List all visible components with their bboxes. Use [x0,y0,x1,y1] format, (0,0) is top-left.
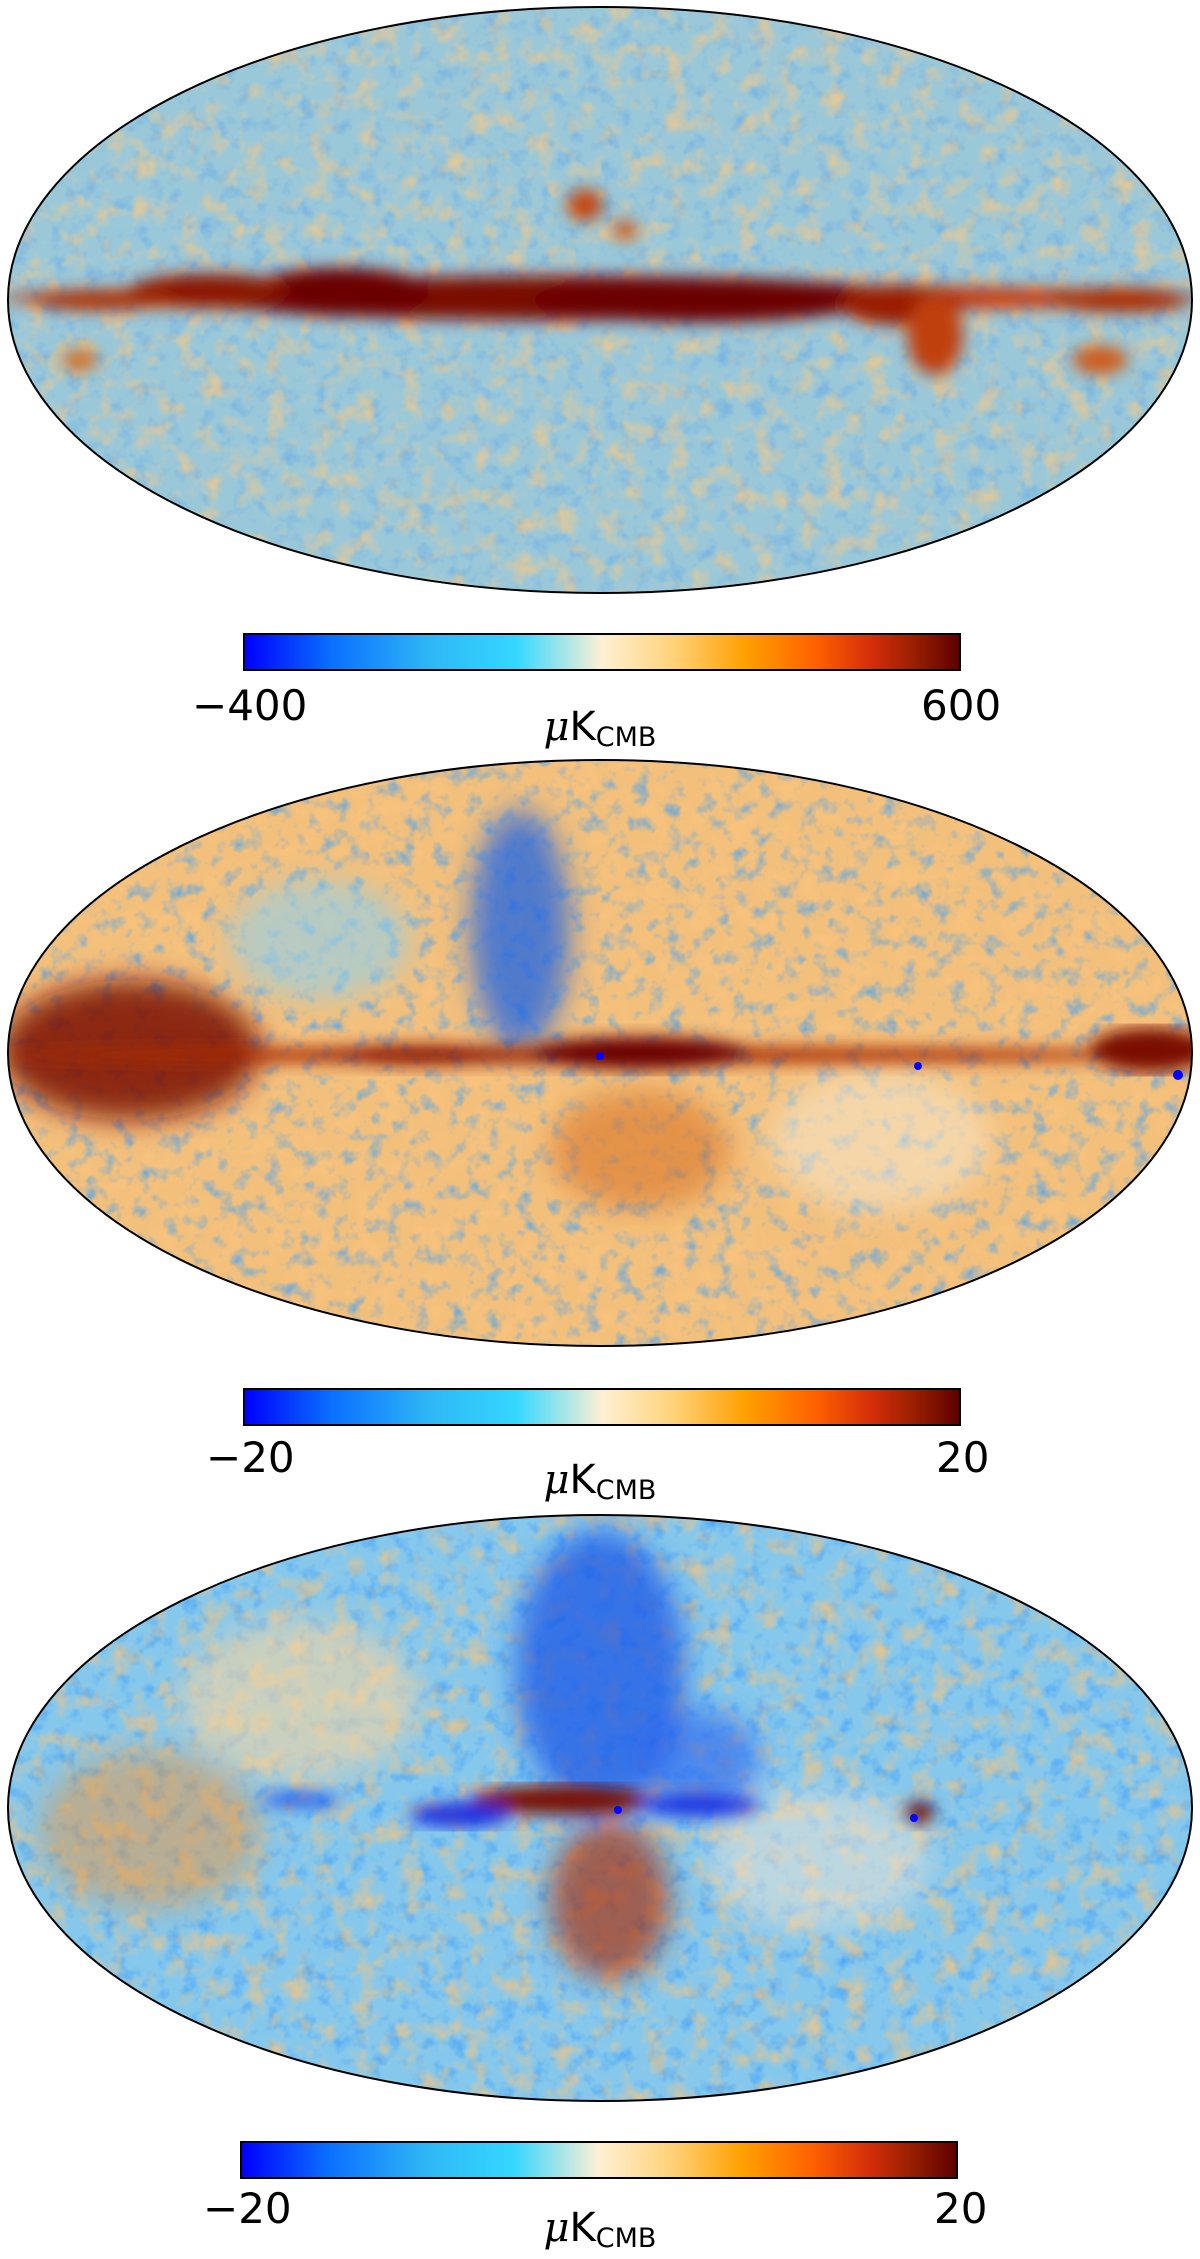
intensity-panel: −400 600 μKCMB [0,0,1200,753]
polarization-u-colorbar-min-label: −20 [203,2184,292,2233]
unit-prefix: μ [543,1457,570,1503]
intensity-unit-label: μKCMB [544,707,657,758]
polarization-q-panel: −20 20 μKCMB [7,759,1193,1506]
unit-prefix: μ [543,2205,570,2251]
polarization-u-colorbar [240,2141,958,2179]
polarization-q-unit-label: μKCMB [544,1460,657,1511]
unit-main: K [569,1457,596,1503]
unit-main: K [569,704,596,750]
intensity-colorbar-max-label: 600 [921,681,1002,730]
intensity-colorbar [243,633,961,671]
polarization-u-unit-label: μKCMB [544,2208,657,2259]
polarization-q-colorbar [243,1388,961,1426]
unit-sub: CMB [595,1475,657,1506]
unit-sub: CMB [595,2223,657,2254]
intensity-colorbar-min-label: −400 [192,681,308,730]
polarization-u-sky-map [7,1514,1193,2102]
polarization-q-colorbar-max-label: 20 [936,1433,990,1482]
unit-main: K [569,2205,596,2251]
polarization-u-colorbar-max-label: 20 [934,2184,988,2233]
unit-prefix: μ [543,704,570,750]
polarization-q-sky-map [7,759,1193,1347]
intensity-sky-map [7,6,1193,594]
polarization-q-colorbar-min-label: −20 [206,1433,295,1482]
unit-sub: CMB [595,722,657,753]
